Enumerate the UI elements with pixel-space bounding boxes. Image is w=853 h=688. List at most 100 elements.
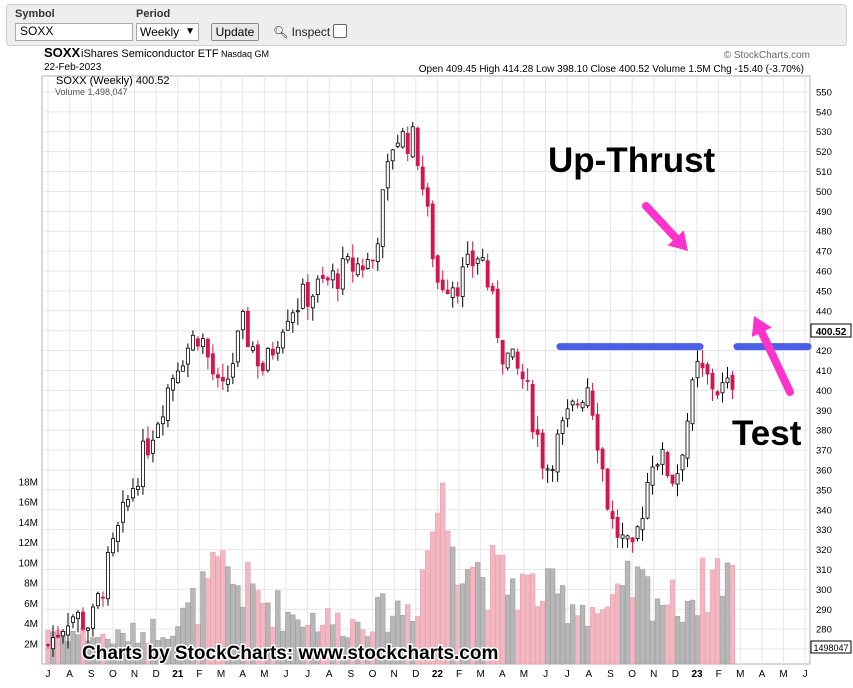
period-select[interactable]: Weekly ▼	[136, 23, 199, 41]
price-tick-label: 460	[816, 267, 832, 278]
price-tick-label: 450	[816, 286, 832, 297]
candle-body	[205, 338, 210, 358]
candle-body	[705, 364, 710, 375]
inspect-checkbox[interactable]	[333, 24, 347, 38]
candles	[46, 121, 735, 657]
volume-bar	[544, 568, 551, 665]
candle-body	[255, 344, 260, 367]
candle-body	[71, 616, 75, 623]
time-tick-label: J	[543, 669, 548, 680]
candle-body	[235, 330, 240, 363]
candle-body	[125, 499, 130, 507]
arrow-head	[667, 230, 688, 251]
price-tick-label: 360	[816, 465, 832, 476]
volume-bar	[674, 616, 681, 665]
price-tick-label: 330	[816, 525, 832, 536]
volume-axis: 2M 4M 6M 8M 10M 12M 14M 16M 18M	[19, 478, 38, 651]
last-price-tag: 400.52	[810, 323, 852, 338]
candle-body	[595, 414, 600, 451]
volume-tick-label: 8M	[24, 579, 38, 590]
candle-body	[230, 363, 235, 378]
price-tick-label: 440	[816, 306, 832, 317]
candle-body	[445, 289, 450, 294]
volume-bar	[654, 598, 661, 665]
candle-body	[275, 346, 280, 354]
candle-body	[390, 149, 395, 162]
volume-bar	[679, 621, 686, 665]
time-tick-label: O	[628, 669, 636, 680]
candle-body	[111, 538, 115, 554]
symbol-input-value: SOXX	[20, 24, 54, 38]
volume-bar	[664, 604, 671, 665]
last-price-value: 400.52	[816, 327, 847, 338]
price-tick-label: 370	[816, 446, 832, 457]
price-tick-label: 390	[816, 406, 832, 417]
candle-body	[355, 263, 360, 276]
volume-bar	[435, 512, 441, 665]
price-tick-label: 520	[816, 147, 832, 158]
last-volume-tag: 1498047	[810, 640, 852, 654]
candle-body	[515, 351, 520, 369]
candle-body	[680, 454, 685, 471]
footer-credit: Charts by StockCharts: www.stockcharts.c…	[82, 643, 498, 664]
candle-body	[475, 258, 480, 264]
candle-body	[76, 611, 80, 620]
legend-volume: Volume 1,498,047	[55, 87, 128, 97]
volume-bar	[694, 615, 701, 665]
symbol-input[interactable]: SOXX	[15, 23, 133, 41]
volume-bar	[639, 569, 646, 665]
candle-body	[106, 551, 110, 600]
candle-body	[380, 189, 385, 247]
volume-bar	[659, 605, 666, 665]
volume-bar	[510, 578, 516, 665]
candle-body	[590, 390, 595, 416]
candle-body	[160, 416, 165, 425]
candle-body	[245, 310, 250, 348]
time-tick-label: A	[239, 669, 246, 680]
price-tick-label: 420	[816, 346, 832, 357]
candle-body	[510, 348, 515, 358]
time-tick-label: M	[260, 669, 268, 680]
candle-body	[305, 282, 310, 307]
volume-bar	[500, 554, 506, 665]
candle-body	[640, 517, 645, 531]
volume-bar	[554, 593, 561, 665]
volume-bars	[45, 482, 736, 665]
volume-bar	[609, 594, 616, 665]
candle-body	[86, 627, 90, 631]
update-button[interactable]: Update	[211, 23, 259, 41]
candle-body	[320, 275, 325, 279]
watermark: © StockCharts.com	[724, 50, 810, 61]
candle-body	[630, 537, 635, 543]
volume-bar	[594, 613, 601, 665]
candle-body	[360, 265, 365, 271]
time-tick-label: 23	[691, 669, 703, 680]
candle-body	[415, 127, 420, 166]
upthrust-arrow	[642, 202, 688, 251]
candle-body	[420, 166, 425, 190]
candle-body	[495, 288, 500, 338]
inspect-toggle[interactable]: 🔍︎ Inspect	[273, 25, 330, 39]
candle-body	[210, 353, 215, 375]
candle-body	[190, 334, 195, 351]
price-tick-label: 350	[816, 485, 832, 496]
price-tick-label: 340	[816, 505, 832, 516]
volume-bar	[569, 604, 576, 665]
time-tick-label: S	[88, 669, 95, 680]
volume-bar	[714, 558, 721, 665]
period-label: Period	[136, 8, 171, 20]
price-tick-label: 530	[816, 127, 832, 138]
volume-bar	[599, 609, 606, 665]
candle-body	[480, 257, 485, 261]
time-tick-label: S	[348, 669, 355, 680]
annotation-test: Test	[732, 414, 802, 453]
candle-body	[690, 379, 695, 425]
arrow-head	[751, 316, 772, 337]
candle-body	[250, 346, 255, 351]
volume-bar	[574, 615, 581, 665]
candle-body	[215, 374, 220, 379]
candle-body	[120, 501, 125, 523]
candle-body	[715, 391, 720, 396]
time-tick-label: N	[131, 669, 138, 680]
price-tick-label: 480	[816, 227, 832, 238]
